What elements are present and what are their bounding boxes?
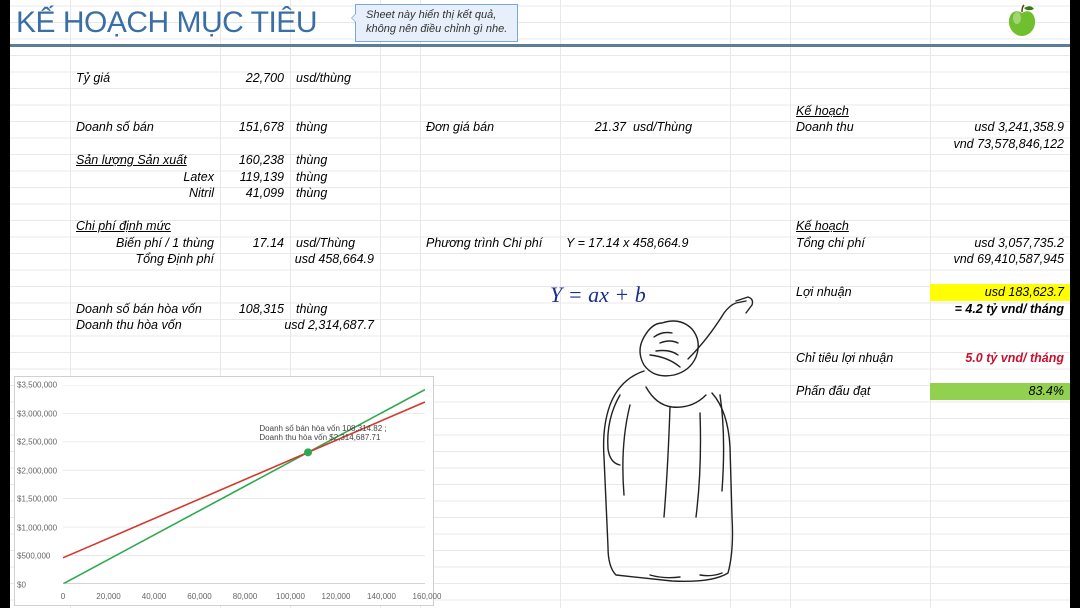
info-line1: Sheet này hiển thị kết quả, <box>366 9 496 21</box>
value-tygia: 22,700 <box>220 70 290 87</box>
unit-slsx: thùng <box>290 152 380 169</box>
chart-ylabel: $3,000,000 <box>17 409 57 418</box>
label-dshoavon: Doanh số bán hòa vốn <box>70 301 220 318</box>
chart-xlabel: 120,000 <box>322 592 351 601</box>
unit-tygia: usd/thùng <box>290 70 380 87</box>
chart-xlabel: 0 <box>61 592 65 601</box>
handwritten-formula: Y = ax + b <box>550 282 646 308</box>
label-nitril: Nitril <box>70 185 220 202</box>
chart-xlabel: 20,000 <box>96 592 120 601</box>
label-chitieuln: Chỉ tiêu lợi nhuận <box>790 350 930 367</box>
chart-annot-1: Doanh số bán hòa vốn 108,314.82 ; <box>259 424 386 433</box>
chart-xlabel: 160,000 <box>413 592 442 601</box>
chart-xlabel: 40,000 <box>142 592 166 601</box>
label-tongchiphi: Tổng chi phí <box>790 235 930 252</box>
unit-bienphi: usd/Thùng <box>290 235 380 252</box>
value-chitieuln: 5.0 tỷ vnd/ tháng <box>930 350 1070 367</box>
value-dshoavon: 108,315 <box>220 301 290 318</box>
chart-ylabel: $0 <box>17 581 26 590</box>
spreadsheet-body: Tỷ giá 22,700 usd/thùng Kế hoạch Doanh s… <box>10 53 1070 400</box>
chart-xlabel: 60,000 <box>187 592 211 601</box>
label-loinhuan: Lợi nhuận <box>790 284 930 301</box>
teacher-illustration <box>550 295 780 605</box>
label-kehoach2: Kế hoạch <box>790 218 930 235</box>
chart-xlabel: 140,000 <box>367 592 396 601</box>
unit-dongia: usd/Thùng <box>633 120 692 134</box>
chart-xlabel: 100,000 <box>276 592 305 601</box>
value-latex: 119,139 <box>220 169 290 186</box>
value-ptchiphi: Y = 17.14 x 458,664.9 <box>560 235 730 252</box>
value-dsban: 151,678 <box>220 119 290 136</box>
label-latex: Latex <box>70 169 220 186</box>
chart-ylabel: $2,500,000 <box>17 438 57 447</box>
value-tongchiphi-vnd: vnd 69,410,587,945 <box>930 251 1070 268</box>
value-loinhuan-sub: = 4.2 tỷ vnd/ tháng <box>930 301 1070 318</box>
chart-ylabel: $1,000,000 <box>17 523 57 532</box>
label-tygia: Tỷ giá <box>70 70 220 87</box>
label-phandau: Phấn đấu đạt <box>790 383 930 400</box>
value-dongia: 21.37 <box>566 120 626 134</box>
label-tongdp: Tổng Định phí <box>70 251 220 268</box>
chart-plot <box>63 385 425 584</box>
breakeven-chart: $0 $500,000 $1,000,000 $1,500,000 $2,000,000… <box>14 376 434 606</box>
label-ptchiphi: Phương trình Chi phí <box>420 235 560 252</box>
chart-ylabel: $500,000 <box>17 552 50 561</box>
info-callout: Sheet này hiển thị kết quả, không nên đi… <box>355 4 518 42</box>
value-nitril: 41,099 <box>220 185 290 202</box>
label-dsban: Doanh số bán <box>70 119 220 136</box>
unit-latex: thùng <box>290 169 380 186</box>
value-dthoavon: usd 2,314,687.7 <box>220 317 380 334</box>
value-tongdp: usd 458,664.9 <box>220 251 380 268</box>
page-title: KẾ HOẠCH MỤC TIÊU <box>16 6 317 40</box>
value-phandau: 83.4% <box>930 383 1070 400</box>
info-line2: không nên điều chỉnh gì nhe. <box>366 23 507 35</box>
chart-ylabel: $1,500,000 <box>17 495 57 504</box>
label-slsx: Sản lượng Sản xuất <box>70 152 220 169</box>
chart-ylabel: $2,000,000 <box>17 466 57 475</box>
value-doanhthu-usd: usd 3,241,358.9 <box>930 119 1070 136</box>
apple-icon <box>1004 4 1040 43</box>
unit-dshoavon: thùng <box>290 301 380 318</box>
label-cpdm: Chi phí định mức <box>70 218 220 235</box>
label-doanhthu: Doanh thu <box>790 119 930 136</box>
label-dongia: Đơn giá bán <box>420 119 560 136</box>
value-doanhthu-vnd: vnd 73,578,846,122 <box>930 136 1070 153</box>
label-kehoach1: Kế hoạch <box>790 103 930 120</box>
title-rule <box>10 44 1070 47</box>
value-tongchiphi-usd: usd 3,057,735.2 <box>930 235 1070 252</box>
value-loinhuan-usd: usd 183,623.7 <box>930 284 1070 301</box>
chart-annotation: Doanh số bán hòa vốn 108,314.82 ;Doanh t… <box>259 425 386 443</box>
chart-ylabel: $3,500,000 <box>17 381 57 390</box>
label-bienphi: Biến phí / 1 thùng <box>70 235 220 252</box>
chart-xlabel: 80,000 <box>233 592 257 601</box>
chart-annot-2: Doanh thu hòa vốn $2,314,687.71 <box>259 433 380 442</box>
label-dthoavon: Doanh thu hòa vốn <box>70 317 220 334</box>
value-bienphi: 17.14 <box>220 235 290 252</box>
value-slsx: 160,238 <box>220 152 290 169</box>
unit-dsban: thùng <box>290 119 380 136</box>
unit-nitril: thùng <box>290 185 380 202</box>
